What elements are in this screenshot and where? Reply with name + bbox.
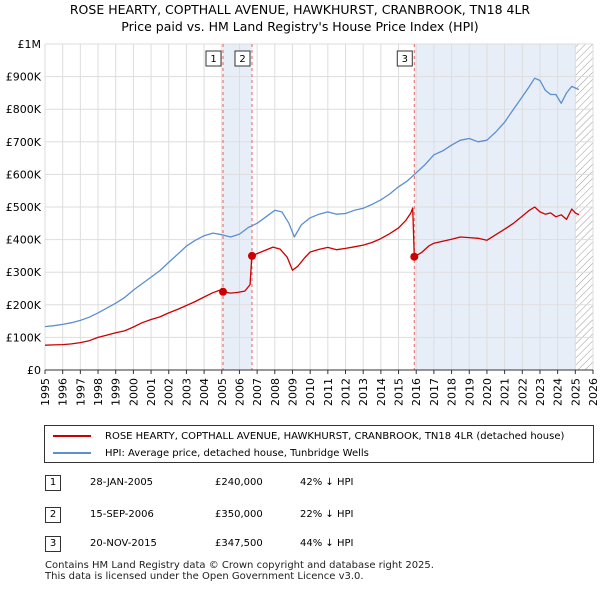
x-tick-label: 2021 — [499, 378, 512, 406]
x-tick-label: 2022 — [516, 378, 529, 406]
x-tick-label: 1999 — [110, 378, 123, 406]
x-tick-label: 2009 — [286, 378, 299, 406]
legend: ROSE HEARTY, COPTHALL AVENUE, HAWKHURST,… — [44, 425, 594, 463]
x-tick-label: 2019 — [463, 378, 476, 406]
sale-price: £350,000 — [215, 509, 263, 520]
legend-item-hpi: HPI: Average price, detached house, Tunb… — [53, 444, 369, 462]
x-tick-label: 2005 — [216, 378, 229, 406]
x-tick-label: 2010 — [304, 378, 317, 406]
price-chart: £0 £100K £200K £300K £400K £500K £600K £700K £80… — [6, 38, 600, 406]
y-tick-label: £1M — [18, 38, 42, 51]
x-tick-label: 2006 — [233, 378, 246, 406]
footer-copyright: Contains HM Land Registry data © Crown c… — [45, 560, 434, 571]
sale-hpi-diff: 44% ↓ HPI — [300, 538, 354, 549]
x-tick-label: 2011 — [322, 378, 335, 406]
legend-label-hpi: HPI: Average price, detached house, Tunb… — [105, 447, 369, 459]
sale-label-box — [396, 50, 413, 67]
y-tick-label: £700K — [6, 136, 42, 149]
footer-license: This data is licensed under the Open Gov… — [45, 571, 364, 582]
x-tick-label: 2002 — [163, 378, 176, 406]
y-tick-label: £900K — [6, 71, 42, 84]
property-price-line — [44, 206, 580, 346]
x-tick-label: 2024 — [552, 378, 565, 406]
x-tick-label: 2016 — [410, 378, 423, 406]
sale-price: £347,500 — [215, 538, 263, 549]
hpi-line — [44, 77, 580, 328]
x-tick-label: 1996 — [57, 378, 70, 406]
y-tick-label: £400K — [6, 234, 42, 247]
x-tick-label: 2026 — [587, 378, 600, 406]
legend-swatch-hpi — [53, 452, 91, 454]
x-tick-label: 2003 — [180, 378, 193, 406]
x-tick-label: 2004 — [198, 378, 211, 406]
sale-date: 20-NOV-2015 — [90, 538, 157, 549]
sale-label-box — [234, 50, 251, 67]
sale-number-badge: 3 — [45, 536, 61, 552]
chart-title: ROSE HEARTY, COPTHALL AVENUE, HAWKHURST,… — [69, 2, 531, 17]
y-tick-label: £100K — [6, 331, 42, 344]
sale-price: £240,000 — [215, 477, 263, 488]
x-tick-label: 1998 — [92, 378, 105, 406]
sale-point — [410, 252, 419, 261]
y-tick-label: £600K — [6, 168, 42, 181]
sale-point — [219, 287, 228, 296]
x-tick-label: 2012 — [340, 378, 353, 406]
x-tick-label: 2020 — [481, 378, 494, 406]
sale-label-number: 1 — [210, 54, 216, 65]
y-tick-label: £800K — [6, 103, 42, 116]
x-tick-label: 2025 — [569, 378, 582, 406]
x-tick-label: 1997 — [74, 378, 87, 406]
legend-label-property: ROSE HEARTY, COPTHALL AVENUE, HAWKHURST,… — [105, 430, 565, 442]
sale-number-badge: 1 — [45, 475, 61, 491]
sale-hpi-diff: 42% ↓ HPI — [300, 477, 354, 488]
sale-number-badge: 2 — [45, 507, 61, 523]
x-tick-label: 2008 — [269, 378, 282, 406]
x-tick-label: 2013 — [357, 378, 370, 406]
y-tick-label: £200K — [6, 299, 42, 312]
x-tick-label: 2015 — [393, 378, 406, 406]
chart-subtitle: Price paid vs. HM Land Registry's House … — [121, 19, 479, 34]
x-tick-label: 2018 — [446, 378, 459, 406]
sale-label-box — [205, 50, 222, 67]
x-tick-label: 2001 — [145, 378, 158, 406]
sale-date: 15-SEP-2006 — [90, 509, 154, 520]
x-tick-label: 2000 — [127, 378, 140, 406]
x-tick-label: 2023 — [534, 378, 547, 406]
x-tick-label: 2014 — [375, 378, 388, 406]
x-tick-label: 1995 — [39, 378, 52, 406]
x-tick-label: 2007 — [251, 378, 264, 406]
x-tick-label: 2017 — [428, 378, 441, 406]
legend-swatch-property — [53, 435, 91, 437]
y-tick-label: £500K — [6, 201, 42, 214]
sale-hpi-diff: 22% ↓ HPI — [300, 509, 354, 520]
sale-point — [248, 251, 257, 260]
y-tick-label: £300K — [6, 266, 42, 279]
sale-label-number: 3 — [402, 54, 408, 65]
sale-date: 28-JAN-2005 — [90, 477, 154, 488]
y-tick-label: £0 — [27, 364, 41, 377]
legend-item-property: ROSE HEARTY, COPTHALL AVENUE, HAWKHURST,… — [53, 427, 564, 445]
sale-label-number: 2 — [239, 54, 245, 65]
